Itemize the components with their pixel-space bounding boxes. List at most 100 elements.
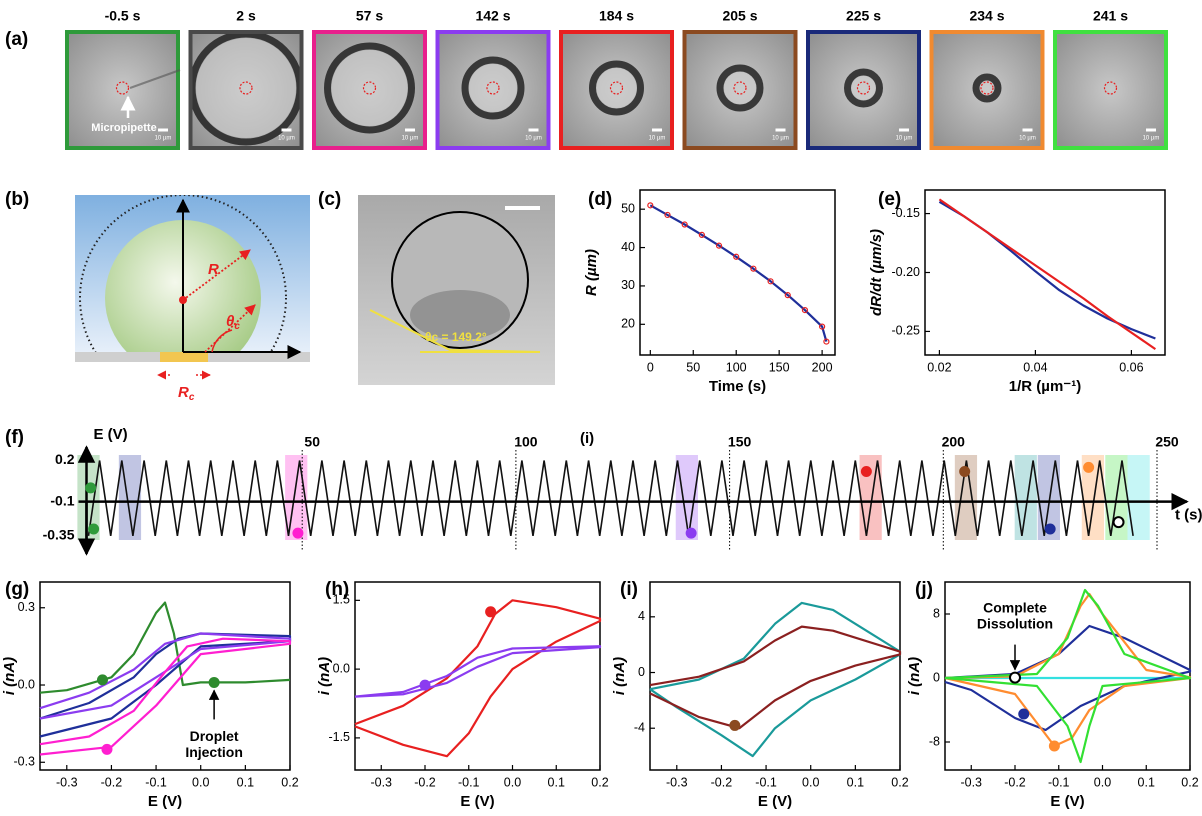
- point: [101, 743, 113, 755]
- marker: [733, 253, 740, 260]
- x-tick-label: -0.3: [960, 775, 982, 789]
- x-tick-label: -0.2: [711, 775, 733, 789]
- y-tick-label: 8: [933, 606, 940, 620]
- frame-border: [929, 30, 1045, 150]
- photo: θc = 149.2°: [358, 195, 555, 385]
- y-tick-label: 0: [638, 665, 645, 679]
- r-label: R: [208, 261, 219, 278]
- target-circle: [733, 81, 747, 95]
- scale-label: 10 µm: [402, 136, 419, 142]
- marker: [784, 292, 791, 299]
- droplet: [844, 68, 883, 108]
- panel-label: (a): [5, 29, 28, 50]
- series-line: [39, 637, 292, 756]
- y-tick-label: -0.3: [13, 755, 35, 769]
- scale-label: 10 µm: [1143, 136, 1160, 142]
- panel-label: (j): [915, 579, 933, 600]
- frame-border: [312, 30, 427, 150]
- x-tick-label: -0.2: [414, 775, 436, 789]
- point: [1112, 516, 1125, 529]
- y-tick-label: -1.5: [328, 730, 350, 744]
- x-axis-label: Time (s): [709, 378, 766, 395]
- point: [1083, 461, 1095, 473]
- scale-label: 10 µm: [896, 136, 913, 142]
- y-axis-label: dR/dt (µm/s): [868, 229, 885, 316]
- target-circle: [1103, 81, 1118, 95]
- series-line: [944, 588, 1192, 764]
- highlight: [1081, 455, 1105, 540]
- scale-label: 10 µm: [1019, 136, 1036, 142]
- marker: [750, 265, 757, 272]
- chart: -0.3 -0.2 -0.1 0.0 0.1 0.2 8 0 -8 E (V) i (nA) Comp…: [906, 581, 1199, 810]
- x-tick-label: 50: [304, 434, 320, 450]
- y-tick-label: 0.2: [55, 451, 75, 467]
- panel-label: (c): [318, 189, 341, 210]
- frame-time: 234 s: [969, 8, 1004, 24]
- y-tick-label: 50: [621, 201, 635, 215]
- y-tick-label: 0: [933, 670, 940, 684]
- y-tick-label: -0.25: [892, 324, 921, 338]
- y-tick-label: 40: [621, 240, 635, 254]
- point: [1044, 523, 1056, 535]
- y-axis-label: i (nA): [611, 657, 628, 695]
- chart: -0.3 -0.2 -0.1 0.0 0.1 0.2 4 0 -4 E (V) i (nA): [611, 581, 909, 810]
- x-tick-label: 0.06: [1119, 360, 1143, 374]
- chart: 0.02 0.04 0.06 -0.15 -0.20 -0.25 1/R (µm⁻¹) dR/…: [868, 189, 1166, 395]
- x-tick-label: -0.3: [370, 775, 392, 789]
- x-tick-label: -0.3: [56, 775, 78, 789]
- series-line: [354, 645, 602, 698]
- frame-time: 184 s: [599, 8, 634, 24]
- rc-label: Rc: [178, 384, 195, 403]
- point: [1048, 740, 1060, 752]
- pipette: [129, 69, 181, 89]
- angle-label: θc = 149.2°: [425, 330, 487, 344]
- x-tick-label: -0.1: [458, 775, 480, 789]
- y-tick-label: -8: [929, 734, 940, 748]
- panel-label: (e): [878, 189, 901, 210]
- target-circle: [362, 81, 377, 95]
- x-tick-label: 0.1: [548, 775, 565, 789]
- panel-label: (h): [325, 579, 349, 600]
- x-tick-label: 200: [812, 360, 833, 374]
- droplet: [324, 42, 415, 134]
- angle-arc: [211, 329, 233, 353]
- frame-time: 225 s: [846, 8, 881, 24]
- waveform: [87, 460, 1134, 537]
- x-axis-label: t (s): [1175, 507, 1202, 524]
- x-axis-label: 1/R (µm⁻¹): [1009, 378, 1081, 395]
- y-tick-label: 0.3: [18, 600, 35, 614]
- plot-frame: [649, 581, 901, 771]
- point: [97, 674, 108, 686]
- panel-label: (f): [5, 427, 24, 448]
- x-tick-label: -0.2: [101, 775, 123, 789]
- frame-time: 2 s: [236, 8, 256, 24]
- x-tick-label: 250: [1155, 434, 1179, 450]
- x-tick-label: 150: [728, 434, 752, 450]
- x-tick-label: -0.1: [755, 775, 777, 789]
- chart: -0.3 -0.2 -0.1 0.0 0.1 0.2 1.5 0.0 -1.5 E (V) i (n…: [316, 581, 609, 810]
- frame-border: [682, 30, 798, 150]
- droplet-core: [596, 68, 637, 108]
- marker: [715, 242, 723, 249]
- target-circle: [609, 81, 624, 95]
- frame-border: [435, 30, 551, 150]
- shadow: [410, 290, 510, 340]
- droplet-core: [724, 72, 756, 104]
- x-tick-label: 0.1: [1138, 775, 1155, 789]
- x-tick-label: 0.0: [1094, 775, 1111, 789]
- x-tick-label: 0.2: [891, 775, 908, 789]
- frame-border: [1053, 30, 1168, 150]
- x-tick-label: 0.0: [802, 775, 819, 789]
- theta-label: θc: [226, 313, 240, 332]
- x-tick-label: -0.1: [1048, 775, 1070, 789]
- droplet-core: [980, 81, 994, 95]
- target-circle: [239, 81, 253, 95]
- x-axis-label: E (V): [1050, 793, 1084, 810]
- schematic: R θc Rc: [75, 195, 310, 403]
- x-tick-label: 0: [647, 360, 654, 374]
- frame-time: 241 s: [1093, 8, 1128, 24]
- droplet: [972, 73, 1002, 103]
- x-tick-label: -0.3: [666, 775, 688, 789]
- chart: -0.3 -0.2 -0.1 0.0 0.1 0.2 0.3 0.0 -0.3 E (V) i (n…: [1, 581, 299, 810]
- x-axis-label: E (V): [758, 793, 792, 810]
